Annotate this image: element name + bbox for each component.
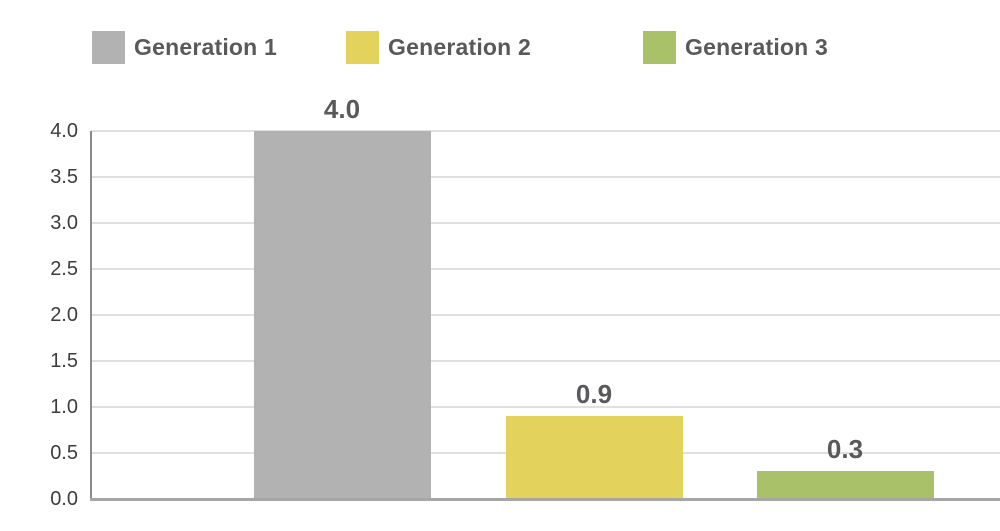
bar-value-label: 4.0	[323, 94, 361, 124]
gridline	[91, 360, 1000, 362]
x-axis-line	[90, 498, 1000, 501]
legend-label: Generation 2	[388, 33, 531, 60]
y-axis-line	[90, 131, 92, 501]
legend-label: Generation 1	[134, 33, 277, 60]
y-tick-label: 3.5	[50, 166, 78, 188]
gridline	[91, 222, 1000, 224]
gridline	[91, 176, 1000, 178]
y-tick-label: 0.0	[50, 488, 78, 510]
y-tick-label: 4.0	[50, 120, 78, 142]
y-tick-label: 1.5	[50, 350, 78, 372]
gridline	[91, 268, 1000, 270]
bar-generation-1	[253, 131, 431, 499]
legend-item-generation-3: Generation 3	[643, 30, 828, 64]
bar-generation-3	[756, 471, 934, 499]
gridline	[91, 130, 1000, 132]
legend-swatch-generation-2-icon	[346, 30, 379, 64]
bar-generation-2	[505, 416, 683, 499]
legend-item-generation-1: Generation 1	[92, 30, 277, 64]
legend-swatch-generation-3-icon	[643, 30, 676, 64]
legend-item-generation-2: Generation 2	[346, 30, 531, 64]
y-tick-label: 0.5	[50, 442, 78, 464]
y-tick-label: 2.5	[50, 258, 78, 280]
gridline	[91, 406, 1000, 408]
legend-swatch-generation-1-icon	[92, 30, 125, 64]
y-tick-label: 1.0	[50, 396, 78, 418]
y-tick-label: 3.0	[50, 212, 78, 234]
gridline	[91, 314, 1000, 316]
bar-value-label: 0.3	[826, 434, 864, 465]
y-tick-label: 2.0	[50, 304, 78, 326]
bar-value-label: 0.9	[575, 379, 613, 410]
legend-label: Generation 3	[685, 33, 828, 60]
